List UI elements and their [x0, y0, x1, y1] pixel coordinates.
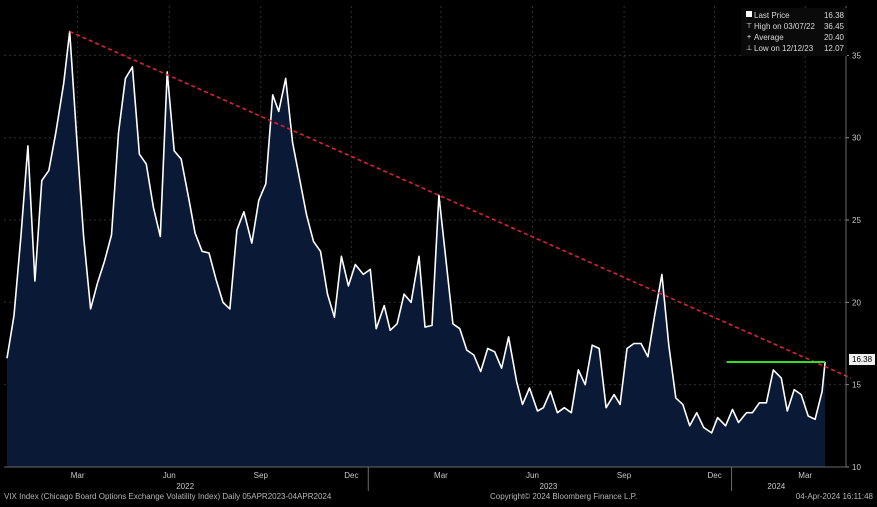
- x-tick-label: Jun: [163, 471, 176, 480]
- x-tick-label: Jun: [526, 471, 539, 480]
- legend-label: Last Price: [754, 11, 790, 20]
- x-tick-label: Dec: [344, 471, 358, 480]
- x-tick-label: Mar: [798, 471, 812, 480]
- x-tick-label: Dec: [708, 471, 722, 480]
- x-tick-label: Mar: [434, 471, 448, 480]
- footer-timestamp: 04-Apr-2024 16:11:48: [795, 492, 873, 501]
- legend-row-low: ⊥ Low on 12/12/23 12.07: [744, 43, 844, 54]
- legend-label: Low on 12/12/23: [754, 44, 814, 53]
- footer-copyright: Copyright© 2024 Bloomberg Finance L.P.: [490, 492, 638, 501]
- y-tick-label: 20: [852, 298, 861, 307]
- price-line: [6, 30, 826, 434]
- y-tick-label: 10: [852, 463, 861, 472]
- price-area-fill: [7, 31, 826, 467]
- chart-legend: Last Price 16.38 ⊤ High on 03/07/22 36.4…: [741, 8, 847, 56]
- downtrend-line: [69, 30, 852, 379]
- legend-label: High on 03/07/22: [754, 22, 815, 31]
- x-year-label: 2024: [767, 482, 785, 491]
- y-tick-label: 25: [852, 216, 861, 225]
- legend-row-high: ⊤ High on 03/07/22 36.45: [744, 21, 844, 32]
- last-price-tag: 16.38: [849, 354, 876, 365]
- legend-value: 16.38: [823, 11, 844, 20]
- legend-value: 36.45: [823, 22, 844, 31]
- legend-value: 12.07: [823, 44, 844, 53]
- y-tick-label: 30: [852, 134, 861, 143]
- legend-label: Average: [754, 33, 784, 42]
- average-icon: +: [746, 34, 752, 41]
- legend-row-last-price: Last Price 16.38: [744, 10, 844, 21]
- x-tick-label: Sep: [617, 471, 632, 480]
- x-tick-label: Mar: [71, 471, 85, 480]
- footer-security: VIX Index (Chicago Board Options Exchang…: [4, 492, 332, 501]
- square-icon: [744, 10, 754, 21]
- x-tick-label: Sep: [254, 471, 269, 480]
- y-tick-label: 15: [852, 381, 861, 390]
- x-year-label: 2022: [176, 482, 194, 491]
- x-year-label: 2023: [540, 482, 558, 491]
- y-tick-label: 35: [852, 51, 861, 60]
- legend-row-average: + Average 20.40: [744, 32, 844, 43]
- legend-value: 20.40: [823, 33, 844, 42]
- high-icon: ⊤: [745, 23, 753, 30]
- low-icon: ⊥: [745, 45, 753, 52]
